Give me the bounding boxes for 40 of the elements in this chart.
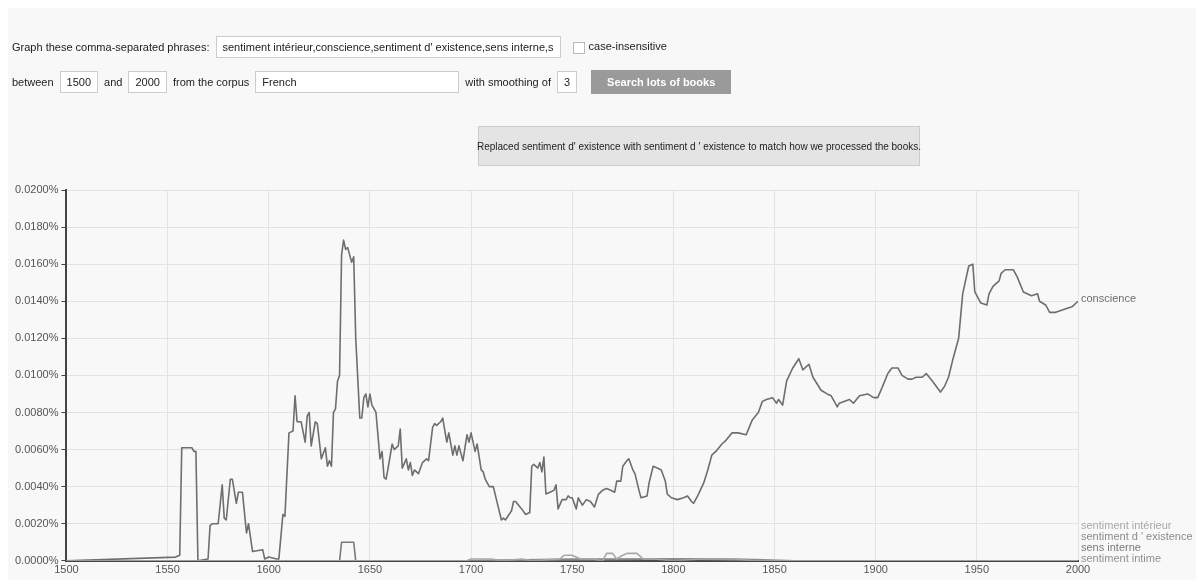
text: and [104, 76, 123, 88]
y-tick-label: 0.0040% [14, 479, 59, 492]
y-tick-label: 0.0000% [14, 553, 59, 566]
x-tick-label: 1550 [155, 563, 180, 576]
text: with smoothing of [465, 76, 551, 88]
text: French [255, 71, 460, 93]
y-tick-label: 0.0140% [14, 294, 59, 307]
series-label: sentiment d ' existence [1081, 529, 1193, 542]
series-label: conscience [1081, 292, 1137, 305]
text: 3 [556, 71, 578, 93]
x-tick-label: 1750 [559, 563, 585, 576]
x-tick-label: 1950 [964, 563, 990, 576]
x-tick-label: 1850 [762, 563, 787, 576]
text: Graph these comma-separated phrases: [12, 41, 210, 53]
x-tick-label: 1650 [357, 563, 383, 576]
x-tick-label: 1700 [458, 563, 484, 576]
text: sentiment intérieur [1081, 518, 1172, 531]
y-tick-label: 0.0180% [14, 220, 59, 233]
text: Search lots of books [591, 70, 732, 94]
y-tick-label: 0.0080% [14, 405, 59, 418]
text: Replaced sentiment d' existence with sentiment d ' existence to match how we processed the books. [476, 126, 922, 166]
y-tick-label: 0.0100% [14, 368, 59, 381]
text: from the corpus [172, 76, 250, 88]
y-tick-label: 0.0020% [14, 516, 59, 529]
x-tick-label: 2000 [1065, 563, 1091, 576]
text: 1500 [59, 71, 99, 93]
x-tick-label: 1500 [54, 563, 79, 576]
y-tick-label: 0.0120% [14, 331, 59, 344]
y-tick-label: 0.0060% [14, 442, 59, 455]
text: 2000 [128, 71, 167, 93]
series-label: sentiment intime [1081, 551, 1162, 564]
text: sentiment intérieur,conscience,sentiment d' existence,sens interne,s [215, 36, 561, 58]
text: between [12, 76, 54, 88]
x-tick-label: 1600 [256, 563, 281, 576]
y-tick-label: 0.0200% [14, 183, 59, 196]
x-tick-label: 1800 [661, 563, 686, 576]
x-tick-label: 1900 [863, 563, 888, 576]
y-tick-label: 0.0160% [14, 257, 59, 270]
series-label: sens interne [1081, 540, 1141, 553]
text: case-insensitive [588, 40, 667, 53]
